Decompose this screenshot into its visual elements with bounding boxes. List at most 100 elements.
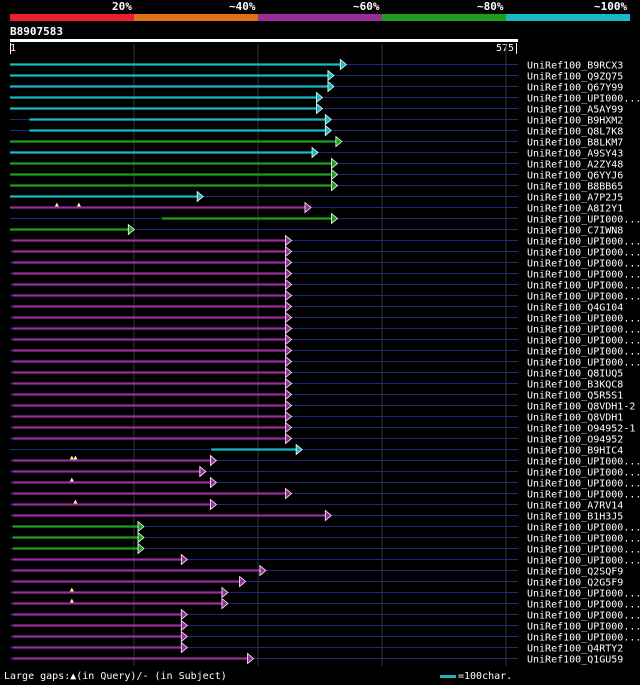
hit-arrow — [239, 575, 247, 588]
hit-arrow — [285, 267, 293, 280]
hit-label: UniRef100_O94952-1 — [527, 424, 635, 435]
ruler-start-label: 1 — [10, 43, 17, 54]
hit-arrow — [285, 311, 293, 324]
hit-label: UniRef100_UPI000... — [527, 534, 640, 545]
hit-arrow — [285, 366, 293, 379]
hit-arrow — [285, 355, 293, 368]
hit-arrow — [180, 641, 188, 654]
hit-label: UniRef100_B3KQC8 — [527, 380, 623, 391]
legend-swatch-80 — [382, 14, 506, 21]
hit-arrow — [137, 542, 145, 555]
hit-label: UniRef100_Q1GU59 — [527, 655, 623, 666]
hit-arrow — [137, 531, 145, 544]
hit-label: UniRef100_UPI000... — [527, 347, 640, 358]
hit-arrow — [285, 333, 293, 346]
hit-arrow — [210, 498, 218, 511]
hit-label: UniRef100_Q8L7K8 — [527, 127, 623, 138]
query-sequence-bar — [10, 39, 518, 42]
hit-label: UniRef100_Q6YYJ6 — [527, 171, 623, 182]
hit-arrow — [285, 256, 293, 269]
legend-swatch-40 — [134, 14, 258, 21]
hit-arrow — [327, 80, 335, 93]
hit-arrow — [210, 454, 218, 467]
identity-color-scale — [10, 14, 630, 21]
hit-arrow — [259, 564, 267, 577]
hit-label: UniRef100_A7P2J5 — [527, 193, 623, 204]
hit-label: UniRef100_B9RCX3 — [527, 61, 623, 72]
hit-label: UniRef100_UPI000... — [527, 468, 640, 479]
hit-arrow — [285, 278, 293, 291]
legend-label-40: ~40% — [229, 0, 256, 13]
hit-label: UniRef100_A5AY99 — [527, 105, 623, 116]
query-gap-marker — [69, 587, 74, 592]
scale-bar — [440, 674, 456, 678]
hit-label: UniRef100_UPI000... — [527, 314, 640, 325]
hit-arrow — [285, 234, 293, 247]
hit-label: UniRef100_UPI000... — [527, 589, 640, 600]
hit-label: UniRef100_O94952 — [527, 435, 623, 446]
legend-swatch-20 — [10, 14, 134, 21]
hit-arrow — [295, 443, 303, 456]
legend-swatch-60 — [258, 14, 382, 21]
hit-label: UniRef100_B8BB65 — [527, 182, 623, 193]
hit-arrow — [127, 223, 135, 236]
scale-legend-text: =100char. — [458, 671, 513, 682]
hit-label: UniRef100_A7RV14 — [527, 501, 623, 512]
hit-arrow — [304, 201, 312, 214]
legend-label-80: ~80% — [477, 0, 504, 13]
query-gap-marker — [73, 455, 78, 460]
hit-arrow — [221, 597, 229, 610]
hit-label: UniRef100_UPI000... — [527, 545, 640, 556]
query-gap-marker — [69, 477, 74, 482]
hit-arrow — [324, 509, 332, 522]
hit-arrow — [285, 377, 293, 390]
hit-arrow — [180, 619, 188, 632]
hit-label: UniRef100_UPI000... — [527, 633, 640, 644]
hit-arrow — [285, 399, 293, 412]
hit-arrow — [221, 586, 229, 599]
hit-arrow — [316, 102, 324, 115]
hit-label: UniRef100_Q4RTY2 — [527, 644, 623, 655]
hit-label: UniRef100_UPI000... — [527, 270, 640, 281]
ruler-end-tick — [516, 43, 517, 54]
hit-arrow — [285, 289, 293, 302]
hit-label: UniRef100_UPI000... — [527, 523, 640, 534]
hit-arrow — [331, 168, 339, 181]
hit-arrow — [210, 476, 218, 489]
legend-label-100: ~100% — [594, 0, 628, 13]
hit-label: UniRef100_UPI000... — [527, 215, 640, 226]
hit-arrow — [335, 135, 343, 148]
hit-arrow — [316, 91, 324, 104]
hit-arrow — [285, 432, 293, 445]
hit-arrow — [285, 487, 293, 500]
hit-label: UniRef100_B8LKM7 — [527, 138, 623, 149]
hit-label: UniRef100_UPI000... — [527, 259, 640, 270]
hit-label: UniRef100_Q5R5S1 — [527, 391, 623, 402]
hit-label: UniRef100_A9SY43 — [527, 149, 623, 160]
hit-arrow — [285, 300, 293, 313]
hit-label: UniRef100_B9HIC4 — [527, 446, 623, 457]
hit-arrow — [180, 630, 188, 643]
hit-label: UniRef100_UPI000... — [527, 457, 640, 468]
hit-label: UniRef100_Q2SQF9 — [527, 567, 623, 578]
hit-arrow — [285, 388, 293, 401]
hit-arrow — [331, 157, 339, 170]
hit-arrow — [331, 179, 339, 192]
hit-label: UniRef100_UPI000... — [527, 94, 640, 105]
hit-arrow — [327, 69, 335, 82]
hit-label: UniRef100_UPI000... — [527, 622, 640, 633]
query-gap-marker — [73, 499, 78, 504]
hit-label: UniRef100_UPI000... — [527, 556, 640, 567]
hit-arrow — [324, 113, 332, 126]
hit-arrow — [331, 212, 339, 225]
hit-label: UniRef100_UPI000... — [527, 490, 640, 501]
hit-label: UniRef100_A2ZY48 — [527, 160, 623, 171]
query-gap-marker — [69, 455, 74, 460]
hit-arrow — [324, 124, 332, 137]
hit-arrow — [180, 608, 188, 621]
hit-arrow — [196, 190, 204, 203]
hit-arrow — [180, 553, 188, 566]
hit-label: UniRef100_B9HXM2 — [527, 116, 623, 127]
hit-label: UniRef100_UPI000... — [527, 479, 640, 490]
